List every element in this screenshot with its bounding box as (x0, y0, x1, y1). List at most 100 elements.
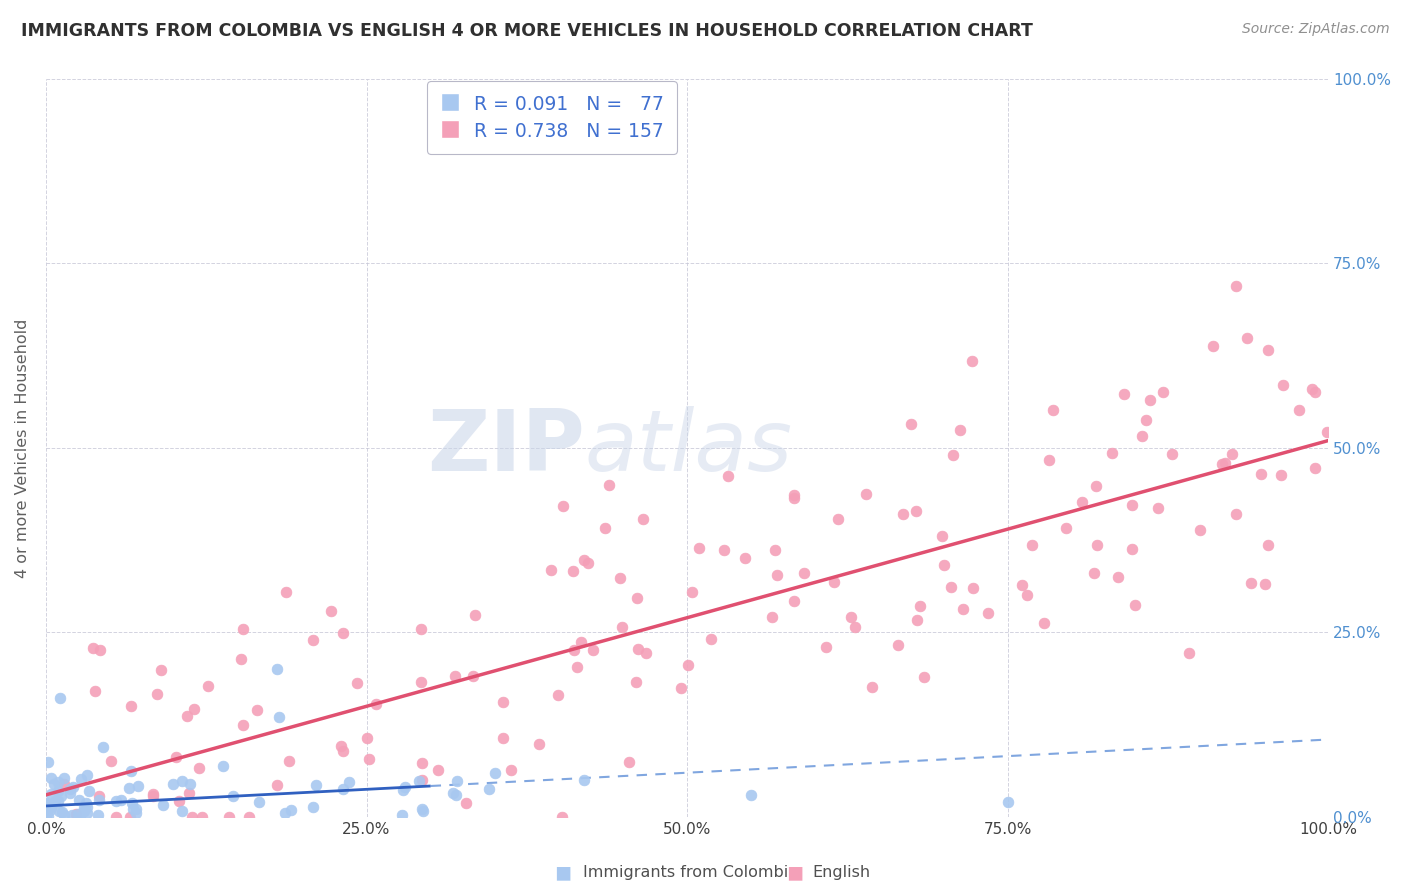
Point (48, 804, 70, 818)
Point (91, 739, 114, 754)
Point (411, 773, 433, 788)
Point (218, 810, 240, 824)
Point (949, 423, 972, 437)
Point (740, 788, 762, 802)
Point (76, 768, 98, 782)
Point (827, 512, 849, 526)
Point (997, 795, 1019, 809)
Point (1042, 402, 1064, 417)
Point (53, 777, 76, 791)
Point (492, 695, 515, 709)
Point (569, 635, 592, 649)
Point (35, 807, 58, 822)
Point (669, 681, 692, 695)
Point (357, 752, 380, 766)
Point (53, 771, 76, 785)
Point (478, 782, 501, 797)
Point (42, 777, 65, 791)
Point (89, 789, 111, 803)
Point (177, 785, 200, 799)
Point (197, 680, 219, 694)
Point (46, 775, 69, 789)
Point (366, 697, 388, 711)
Point (176, 708, 198, 723)
Point (412, 805, 434, 819)
Point (269, 710, 291, 724)
Point (1254, 576, 1277, 591)
Point (1316, 425, 1339, 439)
Point (35, 796, 58, 810)
Point (446, 774, 468, 789)
Point (1085, 479, 1108, 493)
Text: English: English (813, 865, 870, 880)
Point (1211, 457, 1233, 471)
Point (1121, 541, 1143, 556)
Point (765, 568, 787, 582)
Point (626, 674, 648, 689)
Point (576, 556, 599, 570)
Point (52, 807, 75, 822)
Legend: R = 0.091   N =   77, R = 0.738   N = 157: R = 0.091 N = 77, R = 0.738 N = 157 (427, 81, 678, 153)
Point (165, 749, 187, 764)
Point (976, 606, 998, 620)
Point (411, 801, 433, 815)
Point (908, 599, 931, 613)
Point (1121, 499, 1143, 513)
Point (626, 591, 648, 606)
Point (761, 610, 783, 624)
Point (391, 783, 413, 797)
Point (783, 488, 806, 502)
Point (1303, 460, 1326, 475)
Point (329, 739, 352, 753)
Point (1272, 377, 1295, 392)
Text: ◼: ◼ (786, 863, 803, 882)
Y-axis label: 4 or more Vehicles in Household: 4 or more Vehicles in Household (15, 318, 30, 578)
Point (634, 646, 657, 660)
Point (1236, 331, 1258, 345)
Point (491, 731, 513, 745)
Point (232, 622, 254, 636)
Point (595, 521, 617, 535)
Point (860, 681, 883, 695)
Point (444, 669, 467, 683)
Point (127, 779, 149, 793)
Point (73, 804, 96, 818)
Point (905, 613, 928, 627)
Point (48, 691, 70, 706)
Point (332, 744, 354, 758)
Point (932, 558, 955, 573)
Point (394, 780, 416, 795)
Point (699, 632, 721, 646)
Point (456, 797, 478, 811)
Point (142, 787, 165, 801)
Point (1152, 384, 1174, 399)
Point (121, 802, 143, 816)
Point (149, 663, 172, 677)
Point (67, 806, 90, 821)
Point (37, 755, 59, 769)
Point (1033, 616, 1056, 631)
Point (891, 508, 914, 522)
Point (39, 787, 62, 801)
Point (118, 781, 141, 796)
Point (1123, 598, 1146, 612)
Point (170, 773, 193, 788)
Point (274, 585, 297, 599)
Point (411, 674, 433, 689)
Point (170, 804, 193, 818)
Point (105, 794, 128, 808)
Point (232, 718, 254, 732)
Point (302, 799, 325, 814)
Text: IMMIGRANTS FROM COLOMBIA VS ENGLISH 4 OR MORE VEHICLES IN HOUSEHOLD CORRELATION : IMMIGRANTS FROM COLOMBIA VS ENGLISH 4 OR… (21, 22, 1033, 40)
Point (1161, 447, 1184, 461)
Point (441, 786, 464, 800)
Point (1114, 387, 1136, 401)
Point (1250, 467, 1272, 482)
Point (1177, 646, 1199, 660)
Point (120, 698, 142, 713)
Point (110, 792, 132, 806)
Point (617, 756, 640, 770)
Point (69, 810, 91, 824)
Point (952, 601, 974, 615)
Point (1135, 413, 1157, 427)
